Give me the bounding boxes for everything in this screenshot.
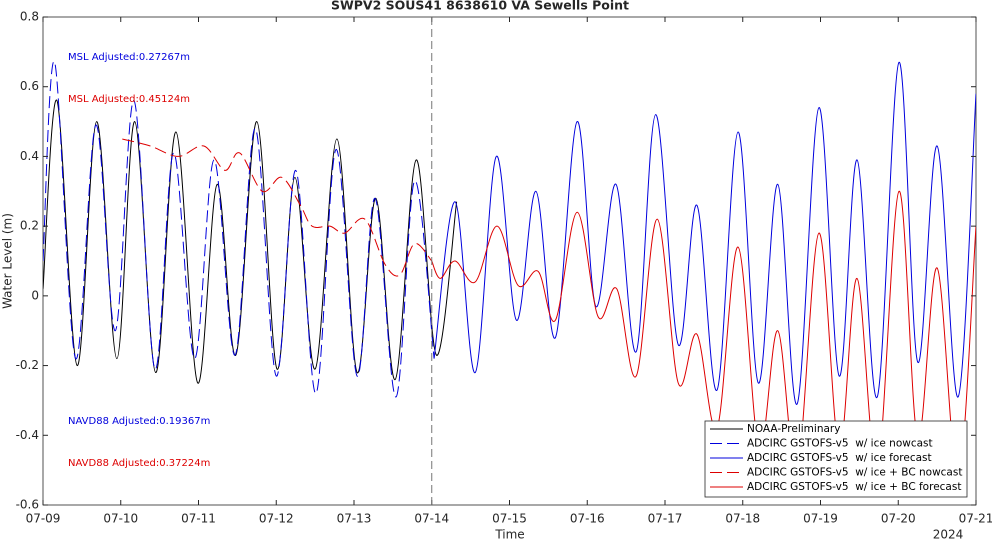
x-tick-label: 07-13 <box>337 512 372 526</box>
annotation: NAVD88 Adjusted:0.19367m <box>68 416 210 427</box>
x-tick-label: 07-16 <box>570 512 605 526</box>
x-tick-label: 07-12 <box>259 512 294 526</box>
y-tick-label: 0.2 <box>20 219 39 233</box>
chart-title: SWPV2 SOUS41 8638610 VA Sewells Point <box>331 0 629 13</box>
y-tick-label: 0 <box>31 288 39 302</box>
y-tick-label: -0.6 <box>16 498 39 512</box>
x-tick-label: 07-18 <box>725 512 760 526</box>
x-tick-label: 07-14 <box>414 512 449 526</box>
x-axis-label: Time <box>494 528 524 541</box>
legend-label: ADCIRC GSTOFS-v5 w/ ice nowcast <box>747 438 933 450</box>
legend-box <box>704 420 968 498</box>
x-tick-label: 07-17 <box>648 512 683 526</box>
annotation: MSL Adjusted:0.27267m <box>68 52 190 63</box>
x-tick-label: 07-10 <box>103 512 138 526</box>
series-line <box>122 138 433 277</box>
series-line <box>431 190 976 482</box>
plot-lines <box>43 61 976 482</box>
x-tick-label: 07-11 <box>181 512 216 526</box>
y-tick-label: -0.2 <box>16 358 39 372</box>
x-tick-label: 07-21 <box>959 512 992 526</box>
y-axis-label: Water Level (m) <box>1 213 15 309</box>
x-tick-label: 07-15 <box>492 512 527 526</box>
y-tick-label: 0.4 <box>20 149 39 163</box>
legend-label: ADCIRC GSTOFS-v5 w/ ice + BC forecast <box>747 481 961 493</box>
legend-label: NOAA-Preliminary <box>747 423 840 435</box>
x-year-label: 2024 <box>933 528 964 541</box>
legend-label: ADCIRC GSTOFS-v5 w/ ice forecast <box>747 452 932 464</box>
annotation: NAVD88 Adjusted:0.37224m <box>68 458 210 469</box>
y-tick-label: 0.8 <box>20 10 39 24</box>
x-tick-label: 07-19 <box>803 512 838 526</box>
x-tick-label: 07-09 <box>26 512 61 526</box>
x-tick-label: 07-20 <box>881 512 916 526</box>
y-tick-label: 0.6 <box>20 79 39 93</box>
annotation: MSL Adjusted:0.45124m <box>68 94 190 105</box>
y-tick-label: -0.4 <box>16 428 39 442</box>
series-line <box>43 61 435 398</box>
series-line <box>433 61 976 405</box>
legend-label: ADCIRC GSTOFS-v5 w/ ice + BC nowcast <box>747 467 962 479</box>
series-line <box>43 99 458 384</box>
